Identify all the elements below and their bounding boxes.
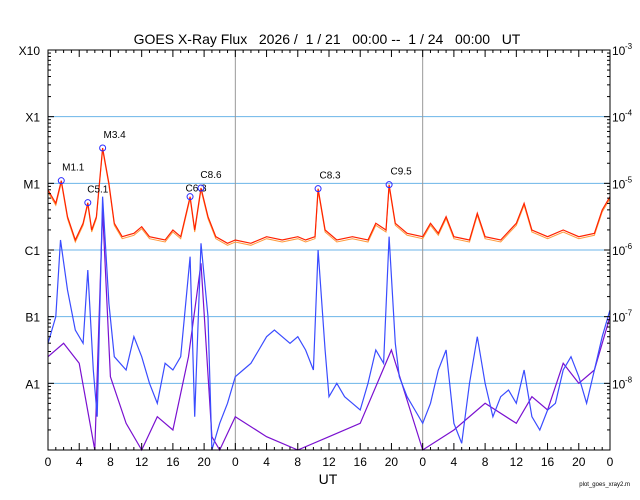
flux-axis-label-exponent: -5 [625, 175, 633, 184]
x-tick-label: 12 [322, 455, 336, 469]
x-tick-label: 20 [385, 455, 399, 469]
flare-class-label: B1 [25, 311, 40, 325]
x-tick-label: 4 [451, 455, 458, 469]
flare-label: M3.4 [104, 130, 127, 141]
flare-label: C5.1 [87, 185, 109, 196]
flux-axis-label-base: 10 [612, 311, 626, 325]
x-tick-label: 0 [45, 455, 52, 469]
flux-axis-label-exponent: -6 [625, 242, 633, 251]
x-tick-label: 12 [135, 455, 149, 469]
x-tick-label: 8 [482, 455, 489, 469]
x-tick-label: 0 [232, 455, 239, 469]
flux-axis-label-base: 10 [612, 177, 626, 191]
x-tick-label: 4 [76, 455, 83, 469]
flare-class-label: A1 [25, 377, 40, 391]
flare-label: C8.3 [320, 171, 342, 182]
x-tick-label: 16 [541, 455, 555, 469]
x-tick-label: 0 [607, 455, 614, 469]
x-tick-label: 4 [263, 455, 270, 469]
flux-axis-label-base: 10 [612, 377, 626, 391]
flare-marker [197, 184, 205, 192]
flare-marker [57, 177, 65, 185]
flux-axis-label-base: 10 [612, 244, 626, 258]
footer-filename: plot_goes_xray2.m [579, 482, 630, 488]
flare-class-label: X10 [19, 44, 41, 58]
x-tick-label: 16 [166, 455, 180, 469]
flare-marker [186, 193, 194, 201]
flux-axis-label-base: 10 [612, 111, 626, 125]
flare-label: C8.6 [200, 170, 222, 181]
flare-label: C6.3 [185, 184, 207, 195]
flare-marker [99, 144, 107, 152]
flare-marker [314, 185, 322, 193]
x-tick-label: 8 [294, 455, 301, 469]
x-tick-label: 20 [197, 455, 211, 469]
x-tick-label: 20 [572, 455, 586, 469]
flare-class-label: X1 [25, 111, 40, 125]
flux-axis-label-base: 10 [612, 44, 626, 58]
x-axis-label: UT [319, 471, 338, 487]
x-tick-label: 12 [510, 455, 524, 469]
chart-title: GOES X-Ray Flux 2026 / 1 / 21 00:00 -- 1… [134, 31, 521, 47]
x-tick-label: 8 [107, 455, 114, 469]
flux-axis-label-exponent: -8 [625, 375, 633, 384]
flare-label: C9.5 [391, 167, 413, 178]
x-tick-label: 0 [419, 455, 426, 469]
flare-class-label: M1 [23, 177, 40, 191]
series-line-short-secondary [47, 209, 611, 452]
x-tick-label: 16 [354, 455, 368, 469]
series-line-short [47, 196, 611, 451]
series-line-long [47, 147, 611, 244]
flare-label: M1.1 [62, 163, 85, 174]
long-secondary-series-line [47, 149, 611, 246]
flux-axis-label-exponent: -4 [625, 109, 633, 118]
flare-marker [385, 181, 393, 189]
flux-axis-label-exponent: -3 [625, 42, 633, 51]
flare-class-label: C1 [25, 244, 41, 258]
flare-marker [84, 199, 92, 207]
flux-axis-label-exponent: -7 [625, 309, 633, 318]
